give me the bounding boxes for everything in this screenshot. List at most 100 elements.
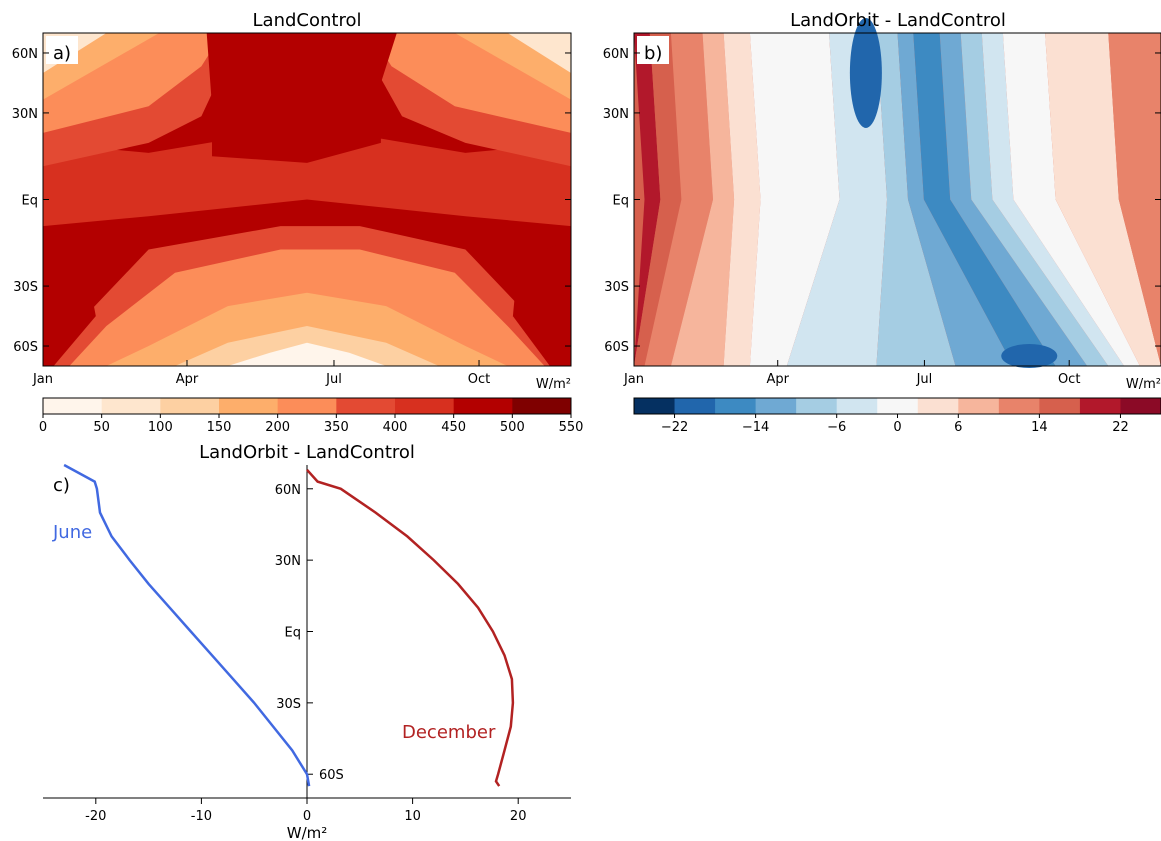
panel-a-colorbar-swatch [395, 398, 455, 414]
contour-band-8 [897, 33, 1014, 366]
contour-band-14 [1045, 33, 1161, 366]
panel-c-ytick-label: Eq [285, 626, 301, 641]
panel-a-colorbar-swatch [336, 398, 396, 414]
panel-b-xtick-label: Jan [623, 372, 644, 387]
panel-b-colorbar-label: 22 [1112, 420, 1129, 435]
band-400-450 [43, 126, 571, 227]
panel-c-xtick-label: 0 [303, 809, 311, 824]
panel-a-colorbar-label: 400 [383, 420, 408, 435]
contour-panel-a [43, 33, 571, 366]
panel-b-colorbar-label: 0 [893, 420, 901, 435]
panel-b-colorbar-label: 14 [1031, 420, 1048, 435]
panel-b-colorbar-swatch [836, 398, 878, 414]
panel-c-xtick-label: 10 [404, 809, 421, 824]
band-min-bottom [1001, 344, 1058, 369]
series-line-december [306, 468, 515, 787]
contour-band-7 [876, 33, 956, 366]
panel-a-ytick-label: Eq [22, 194, 38, 209]
panel-b-xtick-label: Apr [766, 372, 789, 387]
contour-band-5 [749, 33, 840, 366]
contour-band-13 [1002, 33, 1140, 366]
panel-b-colorbar-label: −22 [661, 420, 688, 435]
panel-b-ytick-label: Eq [613, 194, 629, 209]
panel-b-title: LandOrbit - LandControl [790, 10, 1006, 31]
panel-a-ytick-label: 30N [12, 107, 38, 122]
contour-band-2 [644, 33, 713, 366]
panel-a-colorbar-swatch [43, 398, 103, 414]
panel-a-colorbar-label: 500 [500, 420, 525, 435]
panel-b-panel-label: b) [644, 43, 662, 64]
panel-b-colorbar-swatch [634, 398, 676, 414]
panel-b-unit-label: W/m² [1126, 377, 1161, 392]
panel-b-ytick-label: 30N [603, 107, 629, 122]
panel-b-colorbar-label: −6 [827, 420, 846, 435]
panel-b-colorbar-swatch [1120, 398, 1161, 414]
panel-b-colorbar-label: −14 [742, 420, 769, 435]
panel-a-colorbar-swatch [101, 398, 161, 414]
panel-c-ytick-label: 60S [319, 768, 344, 783]
panel-c-xtick-label: 20 [510, 809, 527, 824]
band-450-500-right [512, 239, 571, 366]
panel-a-title: LandControl [253, 10, 362, 31]
panel-b-label-bg [637, 36, 669, 64]
panel-b-colorbar-swatch [755, 398, 797, 414]
panel-b-colorbar-swatch [958, 398, 1000, 414]
panel-a-colorbar-label: 550 [559, 420, 584, 435]
panel-a-ytick-label: 60S [13, 340, 38, 355]
contour-band-3 [670, 33, 735, 366]
panel-a-colorbar-label: 350 [324, 420, 349, 435]
panel-b-xtick-label: Oct [1058, 372, 1080, 387]
panel-a-colorbar-swatch [512, 398, 572, 414]
band-0-50-bottom [227, 342, 387, 366]
contour-band-11 [960, 33, 1109, 366]
panel-a-colorbar-label: 450 [441, 420, 466, 435]
panel-a-colorbar-label: 200 [265, 420, 290, 435]
panel-a-colorbar-label: 50 [93, 420, 110, 435]
panel-c-xtick-label: -20 [85, 809, 106, 824]
panel-a-xtick-label: Jul [325, 372, 342, 387]
panel-a-colorbar-frame [42, 397, 572, 415]
panel-b-ytick-label: 60S [604, 340, 629, 355]
panel-a-unit-label: W/m² [536, 377, 571, 392]
panel-b-colorbar-swatch [998, 398, 1040, 414]
contour-band-10 [939, 33, 1088, 366]
panel-b-colorbar-swatch [674, 398, 716, 414]
series-label-june: June [52, 522, 92, 543]
panel-c-xtick-label: -10 [191, 809, 212, 824]
panel-b-ytick-label: 60N [603, 47, 629, 62]
contour-band-0 [634, 33, 661, 366]
panel-a-colorbar-label: 150 [207, 420, 232, 435]
panel-b-colorbar-swatch [796, 398, 838, 414]
panel-a-xtick-label: Apr [176, 372, 199, 387]
contour-band-4 [723, 33, 761, 366]
panel-c-ytick-label: 30S [276, 697, 301, 712]
panel-b-xtick-label: Jul [916, 372, 933, 387]
panel-a-xtick-label: Jan [32, 372, 53, 387]
panel-b-colorbar-swatch [1039, 398, 1081, 414]
panel-a-xtick-label: Oct [468, 372, 490, 387]
panel-c-xlabel: W/m² [287, 824, 328, 841]
panel-a-colorbar-swatch [277, 398, 337, 414]
band-50-100-top-right [507, 33, 571, 73]
contour-band-15 [1108, 33, 1161, 366]
panel-b-colorbar-swatch [715, 398, 757, 414]
contour-panel-b [634, 17, 1161, 369]
series-line-june [63, 463, 311, 787]
band-450-500-top-center [206, 33, 397, 163]
panel-b-colorbar-swatch [1079, 398, 1121, 414]
band-min-top [849, 17, 882, 128]
panel-a-label-bg [46, 36, 78, 64]
panel-b-ytick-label: 30S [604, 280, 629, 295]
panel-a-ytick-label: 60N [12, 47, 38, 62]
series-label-december: December [402, 722, 496, 743]
panel-c-ytick-label: 60N [275, 483, 301, 498]
panel-b-colorbar-swatch [877, 398, 919, 414]
panel-a-colorbar-label: 0 [39, 420, 47, 435]
contour-band-1 [634, 33, 682, 366]
panel-c-ytick-label: 30N [275, 554, 301, 569]
panel-b-colorbar-label: 6 [954, 420, 962, 435]
panel-a-colorbar-swatch [453, 398, 513, 414]
panel-a-ytick-label: 30S [13, 280, 38, 295]
panel-b-colorbar-swatch [917, 398, 959, 414]
